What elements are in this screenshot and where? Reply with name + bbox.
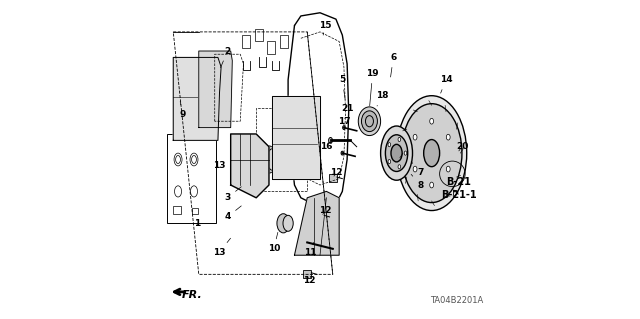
Text: B-21: B-21: [446, 177, 471, 187]
Bar: [303, 270, 312, 278]
Bar: [167, 134, 216, 223]
Text: 12: 12: [303, 276, 315, 285]
Bar: [255, 29, 262, 41]
Ellipse shape: [404, 151, 407, 155]
Ellipse shape: [328, 137, 332, 143]
Text: 13: 13: [213, 161, 231, 170]
Ellipse shape: [429, 182, 433, 188]
Text: B-21-1: B-21-1: [441, 190, 477, 200]
Polygon shape: [199, 51, 232, 128]
Text: 3: 3: [225, 187, 241, 202]
Text: 10: 10: [268, 232, 280, 253]
Ellipse shape: [283, 215, 293, 231]
Ellipse shape: [362, 111, 378, 132]
Ellipse shape: [385, 135, 408, 172]
Text: 15: 15: [319, 21, 331, 35]
Polygon shape: [230, 134, 269, 198]
Ellipse shape: [446, 134, 450, 140]
Ellipse shape: [413, 166, 417, 172]
Text: TA04B2201A: TA04B2201A: [431, 296, 484, 305]
Ellipse shape: [277, 214, 290, 233]
Text: 12: 12: [330, 168, 342, 177]
Text: 16: 16: [320, 142, 333, 151]
Bar: [309, 97, 317, 105]
Bar: [268, 41, 275, 54]
Ellipse shape: [397, 96, 467, 211]
Text: 20: 20: [456, 142, 468, 151]
Text: FR.: FR.: [182, 290, 203, 300]
Bar: [316, 212, 324, 220]
Text: 11: 11: [304, 242, 317, 256]
Ellipse shape: [398, 137, 401, 142]
Ellipse shape: [398, 165, 401, 169]
Text: 7: 7: [411, 162, 424, 177]
Text: 4: 4: [224, 206, 241, 221]
Ellipse shape: [381, 126, 413, 180]
Polygon shape: [173, 57, 221, 140]
Ellipse shape: [388, 143, 390, 147]
Polygon shape: [272, 96, 320, 179]
Bar: [329, 174, 337, 182]
Text: 13: 13: [213, 238, 230, 256]
Text: 17: 17: [338, 117, 350, 126]
Text: 12: 12: [319, 206, 331, 215]
Bar: [272, 97, 280, 105]
Ellipse shape: [358, 107, 381, 136]
Text: 5: 5: [339, 75, 346, 99]
Ellipse shape: [388, 160, 390, 164]
Ellipse shape: [391, 144, 402, 162]
Ellipse shape: [413, 134, 417, 140]
Bar: [242, 35, 250, 48]
Text: 2: 2: [221, 47, 230, 68]
Text: 8: 8: [411, 174, 424, 189]
Text: 19: 19: [366, 69, 379, 106]
Text: 18: 18: [376, 91, 388, 106]
Bar: [280, 35, 288, 48]
Bar: [177, 64, 212, 134]
Ellipse shape: [342, 126, 345, 130]
Bar: [173, 206, 181, 214]
Ellipse shape: [304, 239, 307, 243]
Text: 21: 21: [341, 104, 353, 119]
Polygon shape: [294, 191, 339, 255]
Bar: [241, 140, 262, 179]
Ellipse shape: [424, 140, 440, 167]
Ellipse shape: [341, 151, 344, 155]
Ellipse shape: [260, 146, 278, 173]
Bar: [274, 102, 317, 172]
Bar: [193, 208, 198, 214]
Text: 1: 1: [194, 219, 200, 228]
Text: 14: 14: [440, 75, 452, 93]
Ellipse shape: [401, 104, 462, 203]
Text: 9: 9: [180, 102, 186, 119]
Ellipse shape: [267, 148, 281, 171]
Ellipse shape: [446, 166, 450, 172]
Ellipse shape: [429, 118, 433, 124]
Text: 6: 6: [390, 53, 397, 77]
